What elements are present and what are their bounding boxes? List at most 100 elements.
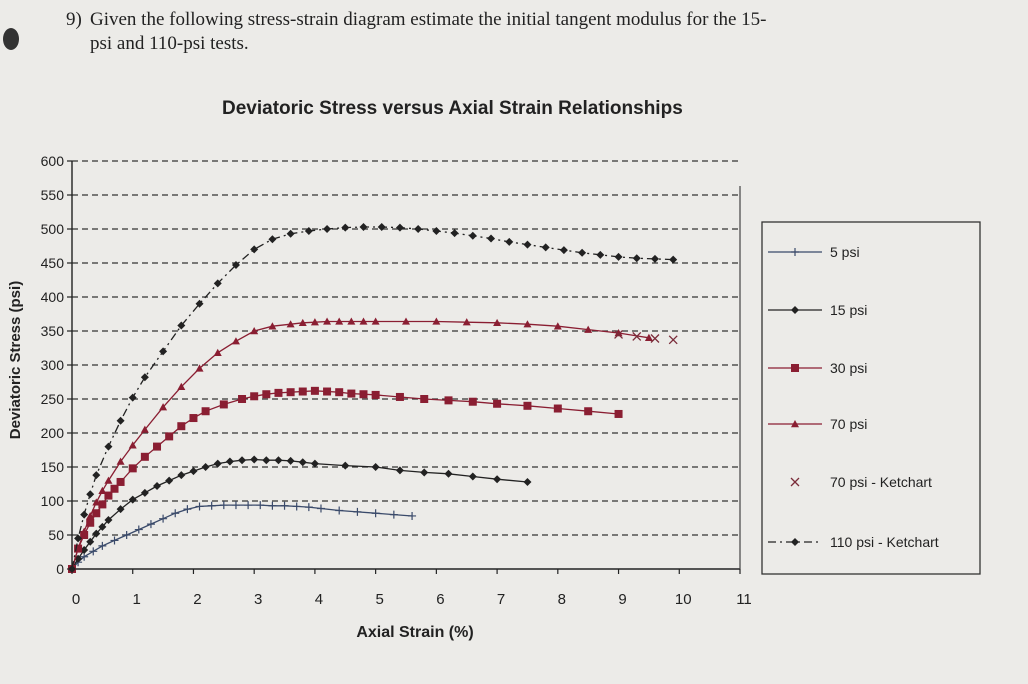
data-point [310, 386, 319, 395]
data-point [238, 456, 247, 465]
data-point [92, 509, 101, 518]
x-tick-label: 11 [736, 591, 752, 608]
data-point [632, 254, 641, 263]
data-point [541, 243, 550, 252]
data-point [80, 527, 89, 535]
data-point [286, 388, 295, 397]
data-point [304, 227, 313, 236]
data-point [238, 395, 247, 403]
data-point [128, 464, 137, 473]
data-point [177, 321, 186, 330]
data-point [80, 510, 89, 519]
data-point [341, 223, 350, 232]
data-point [140, 425, 149, 433]
data-point [286, 229, 295, 238]
data-point [128, 441, 137, 449]
data-point [98, 486, 107, 494]
question-line-2: psi and 110-psi tests. [90, 33, 249, 54]
data-point [250, 392, 259, 401]
data-point [146, 520, 155, 529]
series-line [71, 320, 650, 570]
data-point [341, 461, 350, 470]
data-point [104, 476, 113, 484]
data-point [268, 235, 277, 244]
data-point [80, 531, 89, 539]
legend-item: 5 psi [768, 244, 860, 260]
x-tick-label: 7 [497, 591, 505, 608]
data-point [292, 502, 301, 511]
legend-item: 15 psi [768, 302, 867, 318]
data-point [298, 318, 307, 327]
legend-item: 70 psi [768, 416, 867, 432]
data-point [219, 501, 228, 510]
data-point [244, 501, 253, 510]
y-tick-label: 100 [41, 493, 65, 509]
data-point [323, 225, 332, 233]
data-point [371, 317, 380, 325]
y-tick-label: 0 [56, 561, 64, 577]
data-point [389, 510, 398, 519]
data-point [268, 322, 277, 330]
data-point [347, 317, 356, 325]
data-point [159, 514, 168, 523]
data-point [165, 476, 174, 485]
data-point [335, 506, 344, 515]
y-tick-label: 350 [41, 323, 65, 339]
series-30-psi [68, 386, 623, 573]
data-point [110, 536, 119, 545]
data-point [122, 531, 131, 539]
data-point [298, 458, 307, 467]
data-point [523, 477, 532, 486]
data-point [644, 333, 653, 341]
data-point [116, 416, 125, 425]
data-point [359, 317, 368, 325]
data-point [359, 222, 368, 231]
data-point [444, 469, 453, 478]
data-point [420, 468, 429, 477]
data-point [791, 248, 799, 256]
series-15-psi [68, 455, 532, 573]
data-point [523, 240, 532, 249]
x-tick-label: 8 [558, 591, 566, 608]
legend-label: 5 psi [830, 244, 860, 260]
x-tick-label: 3 [254, 591, 262, 608]
data-point [183, 505, 192, 514]
data-point [92, 471, 101, 480]
data-point [213, 279, 222, 288]
data-point [262, 390, 271, 399]
axes: 0 50 100 150 200 250 300 350 400 450 500 550 600 0 1 2 3… [41, 153, 752, 608]
data-point [578, 248, 587, 257]
data-point [219, 400, 228, 409]
data-point [153, 482, 162, 491]
legend-label: 30 psi [830, 360, 867, 376]
data-series [68, 222, 678, 573]
data-point [250, 327, 259, 335]
data-point [523, 401, 532, 410]
data-point [371, 509, 380, 518]
legend-box [761, 221, 981, 575]
data-point [262, 456, 271, 465]
data-point [80, 552, 89, 561]
data-point [323, 387, 332, 396]
data-point [250, 245, 259, 254]
data-point [177, 382, 186, 390]
data-point [668, 335, 678, 345]
data-point [116, 505, 125, 514]
x-tick-label: 9 [618, 591, 626, 608]
y-tick-label: 550 [41, 187, 65, 203]
data-point [213, 459, 222, 468]
data-point [432, 227, 441, 236]
y-tick-label: 300 [41, 357, 65, 373]
data-point [353, 507, 362, 516]
data-point [110, 484, 119, 493]
legend-label: 70 psi - Ketchart [830, 474, 932, 490]
data-point [584, 325, 593, 333]
x-tick-label: 0 [72, 591, 80, 608]
data-point [195, 299, 204, 308]
data-point [553, 404, 562, 413]
data-point [128, 393, 137, 402]
data-point [231, 501, 240, 510]
data-point [274, 388, 283, 397]
data-point [359, 390, 368, 399]
data-point [80, 545, 89, 554]
